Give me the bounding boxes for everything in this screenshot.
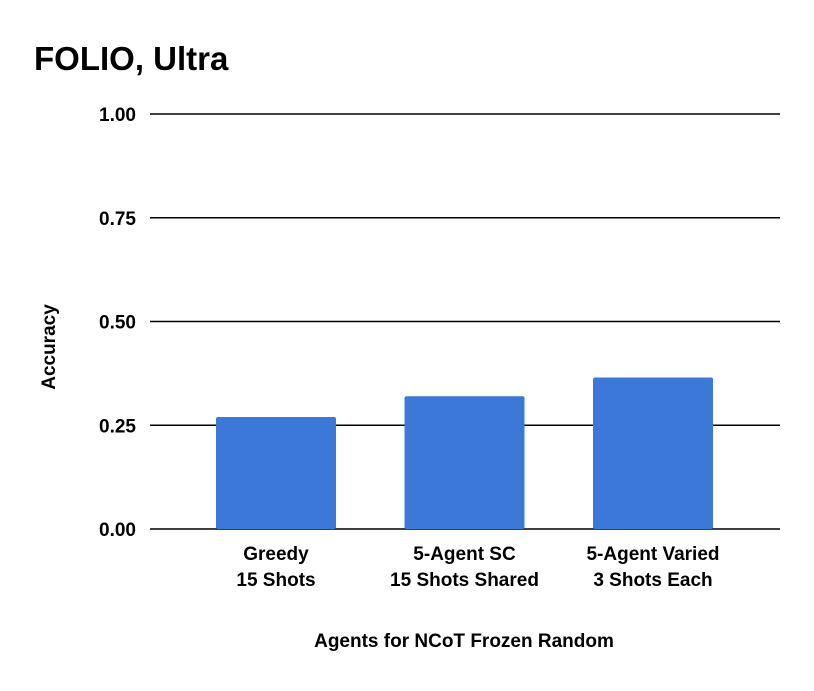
y-tick-label: 0.50 [99, 313, 136, 334]
bar [404, 396, 525, 529]
x-tick-label: 15 Shots Shared [390, 570, 539, 591]
x-tick-label: Greedy [243, 544, 309, 565]
x-tick-label: 3 Shots Each [593, 570, 712, 591]
x-tick-label: 5-Agent Varied [586, 544, 719, 565]
x-tick-label: 15 Shots [236, 570, 315, 591]
chart-title: FOLIO, Ultra [34, 40, 229, 77]
y-tick-labels: 0.00 0.25 0.50 0.75 1.00 [99, 105, 136, 541]
bars [216, 377, 713, 529]
bar [593, 377, 713, 529]
y-tick-label: 0.75 [99, 209, 136, 230]
x-tick-label: 5-Agent SC [413, 544, 516, 565]
y-axis-label: Accuracy [39, 304, 60, 390]
x-tick-labels: Greedy 15 Shots 5-Agent SC 15 Shots Shared 5… [236, 544, 719, 591]
y-tick-label: 0.00 [99, 520, 136, 541]
x-axis-label: Agents for NCoT Frozen Random [314, 631, 614, 652]
y-tick-label: 0.25 [99, 416, 136, 437]
y-tick-label: 1.00 [99, 105, 136, 126]
bar [216, 416, 336, 529]
